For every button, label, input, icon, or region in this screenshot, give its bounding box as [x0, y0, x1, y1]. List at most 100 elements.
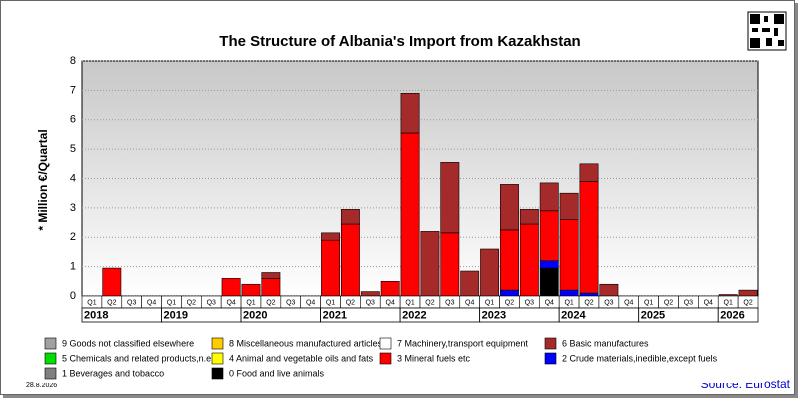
- year-label: 2020: [243, 309, 267, 321]
- legend-label: 7 Machinery,transport equipment: [397, 338, 528, 348]
- bar-segment: [559, 219, 579, 291]
- x-tick-label: Q1: [724, 299, 733, 306]
- bar-segment: [539, 260, 559, 269]
- x-tick-label: Q3: [445, 299, 454, 306]
- bar-segment: [400, 132, 420, 297]
- bar-segment: [599, 283, 619, 297]
- bar-segment: [480, 248, 500, 297]
- x-tick-label: Q4: [704, 299, 713, 306]
- year-label: 2019: [164, 309, 188, 321]
- chart-title: The Structure of Albania's Import from K…: [219, 33, 580, 50]
- bar-segment: [400, 93, 420, 134]
- x-tick-label: Q4: [306, 299, 315, 306]
- x-tick-label: Q3: [127, 299, 136, 306]
- bar-segment: [380, 281, 400, 297]
- legend-swatch: [379, 337, 392, 350]
- y-tick-label: 4: [70, 172, 76, 184]
- year-label: 2023: [482, 309, 506, 321]
- x-tick-label: Q2: [505, 299, 514, 306]
- legend-swatch: [544, 352, 557, 365]
- bar-segment: [500, 229, 519, 291]
- legend-swatch: [211, 367, 224, 380]
- legend-swatch: [211, 337, 224, 350]
- bar-segment: [261, 278, 281, 297]
- bar-segment: [539, 210, 559, 262]
- x-tick-label: Q1: [564, 299, 573, 306]
- x-tick-label: Q1: [326, 299, 335, 306]
- bar-segment: [241, 283, 261, 297]
- x-tick-label: Q2: [743, 299, 752, 306]
- x-tick-label: Q4: [147, 299, 156, 306]
- x-tick-label: Q2: [584, 299, 593, 306]
- legend-swatch: [544, 337, 557, 350]
- date: 28.8.2026: [26, 382, 57, 389]
- x-tick-label: Q4: [386, 299, 395, 306]
- x-tick-label: Q2: [346, 299, 355, 306]
- y-tick-label: 1: [70, 261, 76, 273]
- x-tick-label: Q2: [187, 299, 196, 306]
- x-tick-label: Q4: [226, 299, 235, 306]
- year-label: 2026: [720, 309, 744, 321]
- x-tick-label: Q3: [286, 299, 295, 306]
- bar-segment: [420, 231, 440, 297]
- year-label: 2022: [402, 309, 426, 321]
- bar-segment: [519, 223, 539, 297]
- legend-label: 5 Chemicals and related products,n.e.s.: [62, 353, 221, 363]
- legend-swatch: [44, 337, 57, 350]
- x-tick-label: Q4: [465, 299, 474, 306]
- x-tick-label: Q1: [644, 299, 653, 306]
- legend-swatch: [44, 352, 57, 365]
- plot-area: [81, 60, 759, 297]
- qr-code: [747, 11, 787, 51]
- y-tick-label: 7: [70, 84, 76, 96]
- legend-label: 0 Food and live animals: [229, 368, 325, 378]
- x-tick-label: Q2: [425, 299, 434, 306]
- bar-segment: [579, 292, 599, 297]
- y-tick-label: 5: [70, 143, 76, 155]
- legend-swatch: [379, 352, 392, 365]
- bar-segment: [321, 232, 340, 241]
- bar-segment: [340, 209, 360, 225]
- x-tick-label: Q3: [684, 299, 693, 306]
- bar-segment: [579, 181, 599, 294]
- year-label: 2024: [561, 309, 586, 321]
- x-tick-label: Q2: [664, 299, 673, 306]
- bar-segment: [579, 163, 599, 182]
- bar-segment: [340, 223, 360, 297]
- y-tick-label: 8: [70, 55, 76, 67]
- x-tick-label: Q4: [624, 299, 633, 306]
- legend-label: 2 Crude materials,inedible,except fuels: [562, 353, 718, 363]
- legend-swatch: [211, 352, 224, 365]
- bar-segment: [500, 184, 519, 231]
- bar-segment: [460, 270, 480, 297]
- y-tick-label: 0: [70, 290, 76, 302]
- bar-segment: [500, 289, 519, 297]
- y-tick-label: 2: [70, 231, 76, 243]
- x-tick-label: Q4: [545, 299, 554, 306]
- y-tick-label: 6: [70, 114, 76, 126]
- bar-segment: [261, 272, 281, 279]
- legend-label: 4 Animal and vegetable oils and fats: [229, 353, 374, 363]
- bar-segment: [102, 267, 122, 297]
- bar-segment: [559, 192, 579, 220]
- y-axis-label: * Million €/Quartal: [36, 129, 50, 230]
- x-tick-label: Q3: [366, 299, 375, 306]
- x-tick-label: Q2: [266, 299, 275, 306]
- year-label: 2018: [84, 309, 108, 321]
- year-label: 2021: [323, 309, 347, 321]
- bar-segment: [360, 291, 380, 297]
- bar-segment: [559, 289, 579, 297]
- x-tick-label: Q2: [107, 299, 116, 306]
- x-tick-label: Q1: [405, 299, 414, 306]
- legend-label: 9 Goods not classified elsewhere: [62, 338, 194, 348]
- x-tick-label: Q1: [246, 299, 255, 306]
- bar-segment: [539, 182, 559, 212]
- legend-box: [34, 333, 764, 383]
- bar-segment: [440, 162, 460, 234]
- year-label: 2025: [641, 309, 665, 321]
- y-tick-label: 3: [70, 202, 76, 214]
- bar-segment: [539, 267, 559, 297]
- legend-label: 8 Miscellaneous manufactured articles: [229, 338, 383, 348]
